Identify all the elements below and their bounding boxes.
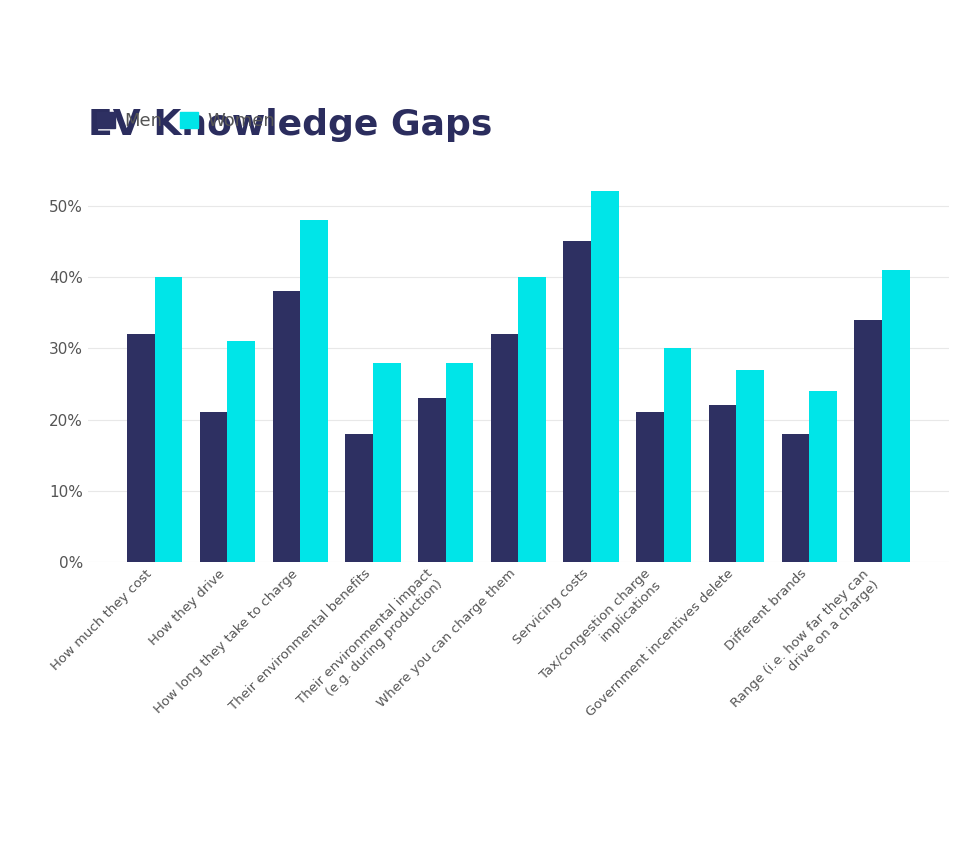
Bar: [345, 434, 372, 562]
Bar: [881, 270, 909, 562]
Bar: [708, 406, 736, 562]
Bar: [199, 413, 228, 562]
Bar: [635, 413, 663, 562]
Bar: [518, 277, 545, 562]
Bar: [300, 220, 327, 562]
Bar: [781, 434, 808, 562]
Bar: [853, 320, 881, 562]
Bar: [228, 341, 255, 562]
Bar: [127, 334, 154, 562]
Text: EV Knowledge Gaps: EV Knowledge Gaps: [88, 108, 491, 142]
Bar: [663, 349, 691, 562]
Bar: [273, 292, 300, 562]
Bar: [808, 391, 836, 562]
Bar: [563, 241, 590, 562]
Bar: [590, 191, 618, 562]
Bar: [417, 398, 446, 562]
Bar: [372, 362, 401, 562]
Legend: Men, Women: Men, Women: [97, 112, 275, 130]
Bar: [446, 362, 473, 562]
Bar: [736, 369, 763, 562]
Bar: [154, 277, 183, 562]
Bar: [490, 334, 518, 562]
